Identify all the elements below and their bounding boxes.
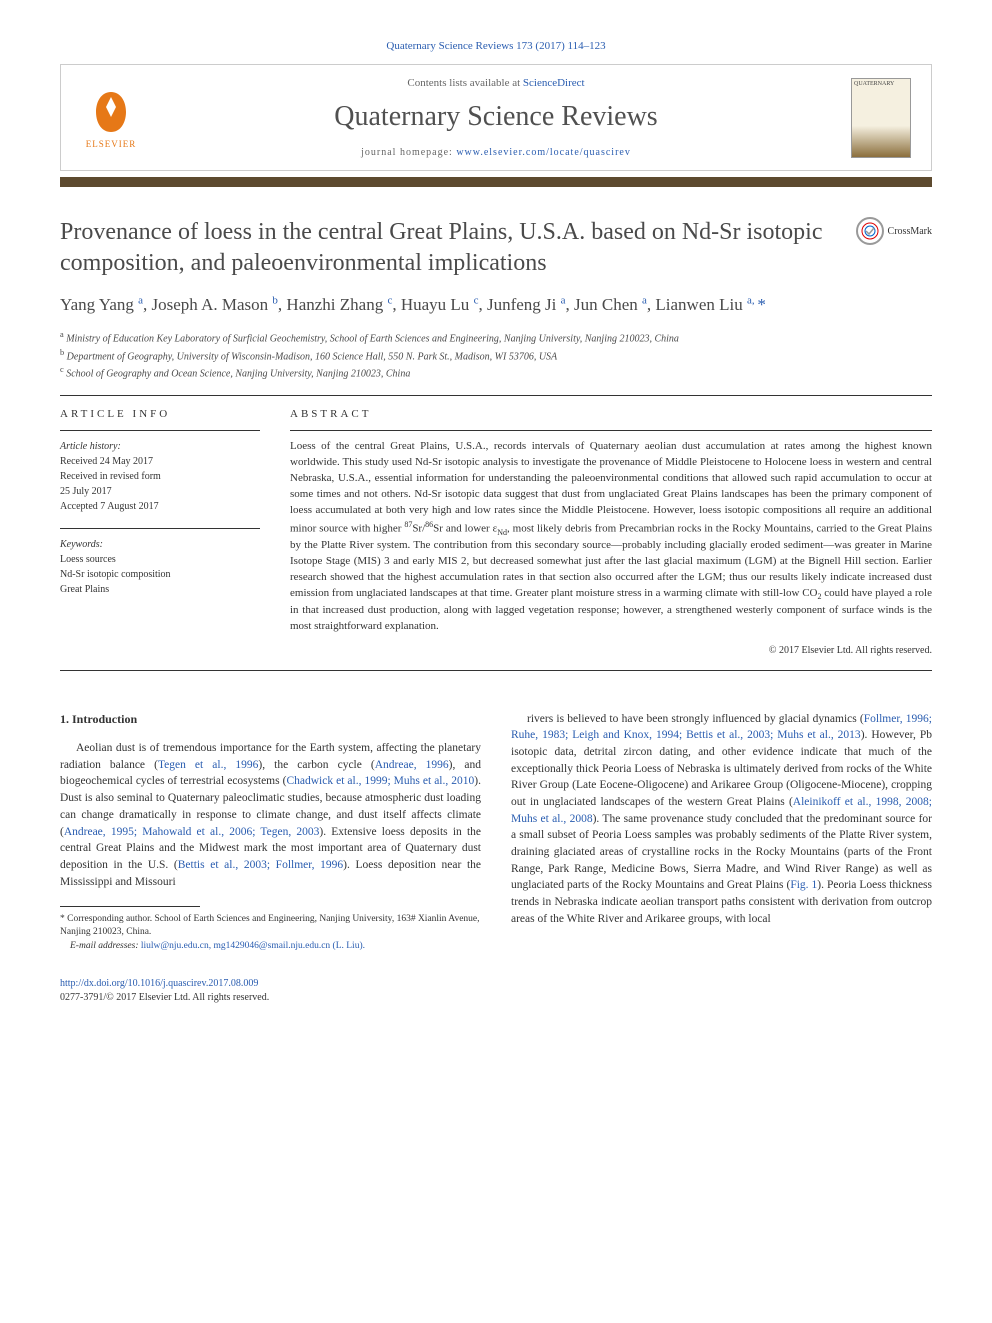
history-label: Article history: — [60, 439, 260, 454]
email-link[interactable]: liulw@nju.edu.cn, mg1429046@smail.nju.ed… — [141, 941, 365, 951]
homepage-link[interactable]: www.elsevier.com/locate/quascirev — [456, 147, 631, 158]
history-line: Accepted 7 August 2017 — [60, 499, 260, 514]
keyword: Great Plains — [60, 582, 260, 597]
section-heading: 1. Introduction — [60, 711, 481, 728]
issn-copyright: 0277-3791/© 2017 Elsevier Ltd. All right… — [60, 992, 269, 1003]
affiliation-b: b Department of Geography, University of… — [60, 347, 932, 364]
divider — [60, 395, 932, 396]
contents-prefix: Contents lists available at — [407, 77, 522, 89]
header-citation: Quaternary Science Reviews 173 (2017) 11… — [60, 40, 932, 52]
keywords-label: Keywords: — [60, 537, 260, 552]
header-divider-bar — [60, 177, 932, 187]
keyword: Loess sources — [60, 552, 260, 567]
homepage-prefix: journal homepage: — [361, 147, 456, 158]
sciencedirect-link[interactable]: ScienceDirect — [523, 77, 585, 89]
divider — [60, 670, 932, 671]
article-info-heading: ARTICLE INFO — [60, 408, 260, 420]
affiliations: a Ministry of Education Key Laboratory o… — [60, 329, 932, 381]
history-line: Received in revised form — [60, 469, 260, 484]
article-title: Provenance of loess in the central Great… — [60, 217, 836, 279]
keyword: Nd-Sr isotopic composition — [60, 567, 260, 582]
body-column-left: 1. Introduction Aeolian dust is of treme… — [60, 711, 481, 1005]
footnote-divider — [60, 906, 200, 907]
journal-name: Quaternary Science Reviews — [161, 101, 831, 133]
elsevier-logo: ELSEVIER — [81, 83, 141, 153]
contents-available-line: Contents lists available at ScienceDirec… — [161, 77, 831, 89]
abstract-copyright: © 2017 Elsevier Ltd. All rights reserved… — [290, 645, 932, 656]
affiliation-a: a Ministry of Education Key Laboratory o… — [60, 329, 932, 346]
corresponding-author-note: * Corresponding author. School of Earth … — [60, 913, 481, 940]
body-column-right: rivers is believed to have been strongly… — [511, 711, 932, 1005]
article-info-column: ARTICLE INFO Article history: Received 2… — [60, 408, 260, 656]
abstract-column: ABSTRACT Loess of the central Great Plai… — [290, 408, 932, 656]
doi-link[interactable]: http://dx.doi.org/10.1016/j.quascirev.20… — [60, 978, 258, 989]
crossmark-icon — [856, 217, 884, 245]
crossmark-badge[interactable]: CrossMark — [856, 217, 932, 245]
abstract-text: Loess of the central Great Plains, U.S.A… — [290, 439, 932, 635]
crossmark-label: CrossMark — [888, 226, 932, 237]
footer-block: http://dx.doi.org/10.1016/j.quascirev.20… — [60, 977, 481, 1005]
author-list: Yang Yang a, Joseph A. Mason b, Hanzhi Z… — [60, 293, 932, 317]
history-line: 25 July 2017 — [60, 484, 260, 499]
journal-cover-thumbnail: QUATERNARY — [851, 78, 911, 158]
history-line: Received 24 May 2017 — [60, 454, 260, 469]
footnotes: * Corresponding author. School of Earth … — [60, 913, 481, 953]
journal-header-box: ELSEVIER Contents lists available at Sci… — [60, 64, 932, 171]
body-paragraph: Aeolian dust is of tremendous importance… — [60, 740, 481, 890]
affiliation-c: c School of Geography and Ocean Science,… — [60, 364, 932, 381]
journal-homepage-line: journal homepage: www.elsevier.com/locat… — [161, 147, 831, 158]
elsevier-logo-text: ELSEVIER — [86, 139, 137, 149]
email-addresses: E-mail addresses: liulw@nju.edu.cn, mg14… — [60, 940, 481, 953]
abstract-heading: ABSTRACT — [290, 408, 932, 420]
body-paragraph: rivers is believed to have been strongly… — [511, 711, 932, 928]
